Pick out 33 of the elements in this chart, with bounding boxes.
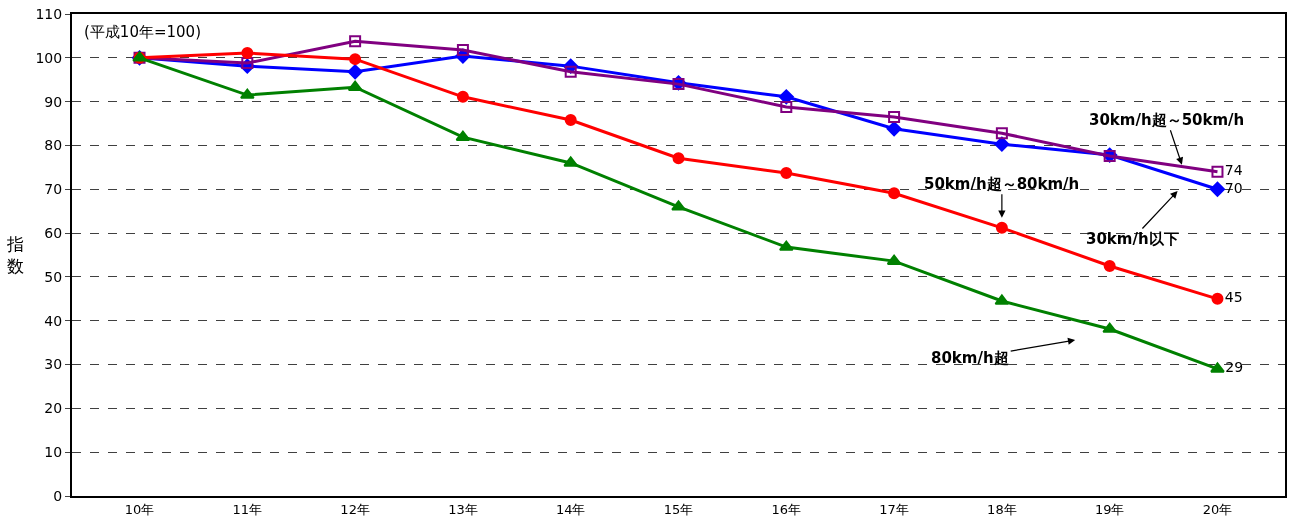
x-tick-label: 14年 <box>555 501 586 517</box>
y-tick-label: 0 <box>53 487 63 504</box>
x-tick-label: 15年 <box>663 501 694 517</box>
y-axis-title: 指数 <box>6 234 24 277</box>
x-tick-label: 19年 <box>1094 501 1125 517</box>
text: 80km/h超 <box>931 349 1009 367</box>
y-tick-label: 10 <box>44 444 63 461</box>
text: 30km/h以下 <box>1086 230 1179 248</box>
y-tick-label: 40 <box>44 312 63 329</box>
y-tick-label: 80 <box>44 137 63 154</box>
x-tick-label: 11年 <box>232 501 263 517</box>
x-tick-label: 12年 <box>340 501 370 517</box>
y-tick-label: 30 <box>44 356 63 373</box>
annotation: (平成10年=100) <box>84 23 201 41</box>
x-tick-label: 17年 <box>879 501 909 517</box>
y-tick-label: 90 <box>44 93 63 110</box>
x-tick-label: 10年 <box>124 501 155 517</box>
data-label: 74 <box>1224 162 1243 179</box>
x-tick-label: 18年 <box>987 501 1017 517</box>
data-label: 45 <box>1224 289 1243 306</box>
y-tick-label: 110 <box>35 5 63 22</box>
y-tick-label: 70 <box>44 181 63 198</box>
series-label: 30km/h超～50km/h <box>1089 111 1245 129</box>
x-tick-label: 13年 <box>448 501 478 517</box>
y-tick-label: 20 <box>44 400 63 417</box>
data-label: 29 <box>1225 359 1244 376</box>
x-tick-label: 20年 <box>1202 501 1233 517</box>
y-tick-label: 60 <box>44 224 63 241</box>
y-tick-label: 100 <box>35 49 63 66</box>
data-label: 70 <box>1224 179 1243 196</box>
series-label: 50km/h超～80km/h <box>924 175 1080 193</box>
x-tick-label: 16年 <box>771 501 802 517</box>
y-tick-label: 50 <box>44 268 63 285</box>
